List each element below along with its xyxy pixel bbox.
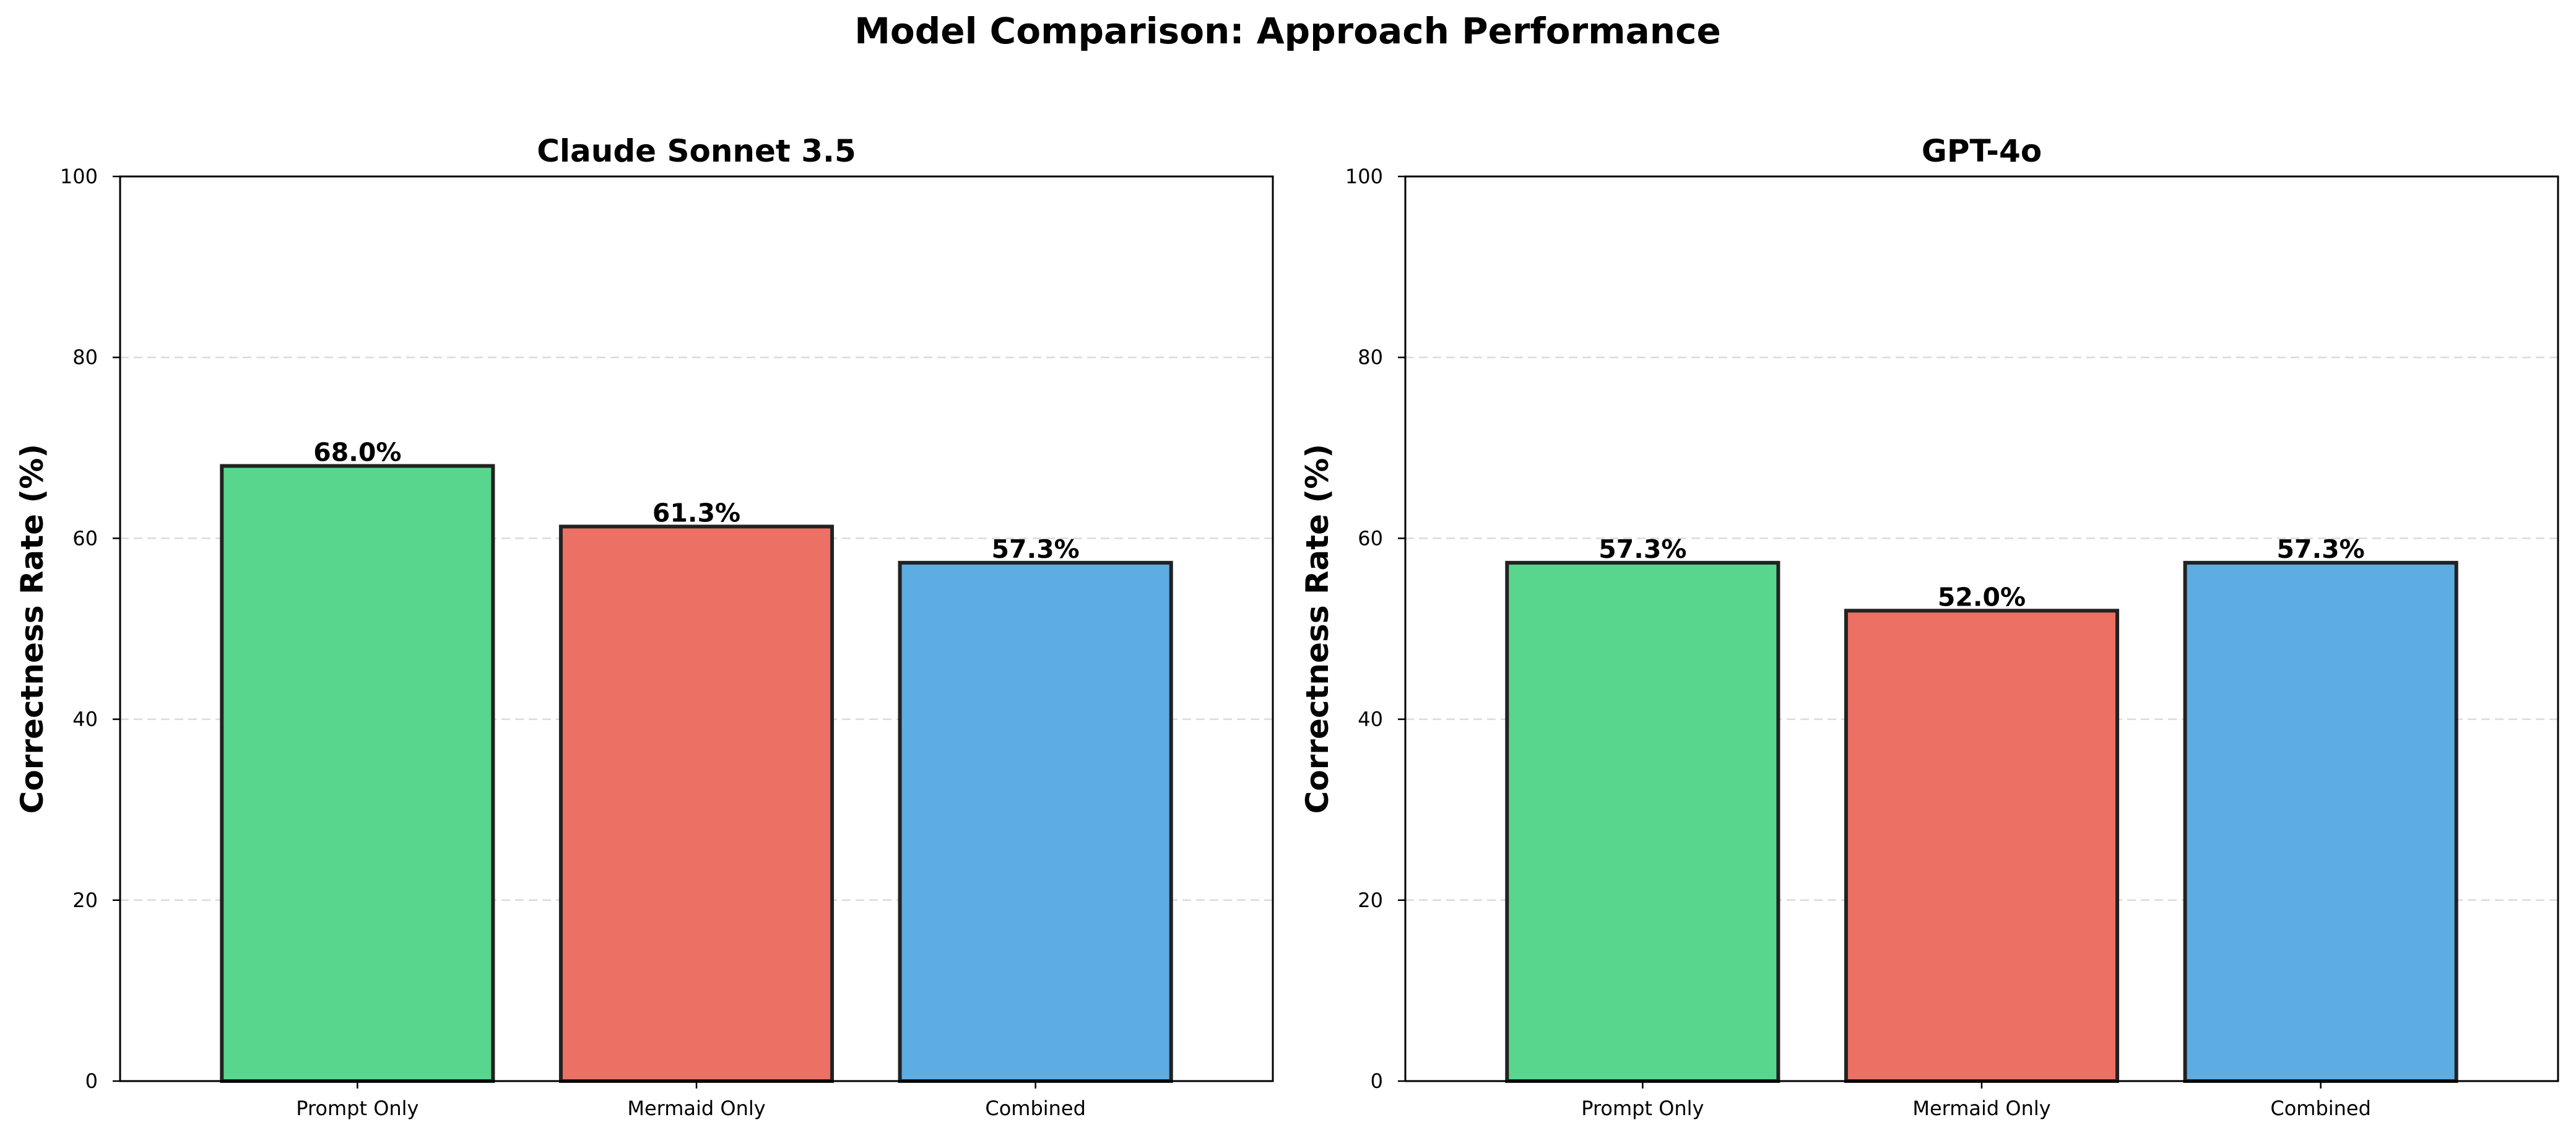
bar-mermaid-only <box>1844 609 2120 1083</box>
axes-frame <box>119 175 1274 1082</box>
x-tick-label: Prompt Only <box>1581 1097 1704 1120</box>
plots: 68.0% Prompt Only 61.3% Mermaid Only 57.3% Co… <box>14 133 2559 1120</box>
axes-title: Claude Sonnet 3.5 <box>537 133 856 169</box>
y-tick-label: 80 <box>72 346 98 369</box>
y-tick-label: 0 <box>85 1069 98 1093</box>
bar-value-label: 61.3% <box>653 498 740 528</box>
chart-panel-2: 57.3% Prompt Only 52.0% Mermaid Only 57.3% Co… <box>1299 133 2559 1120</box>
bar-value-label: 68.0% <box>313 438 401 467</box>
y-tick-label: 0 <box>1371 1069 1383 1093</box>
figure-title: Model Comparison: Approach Performance <box>854 10 1721 52</box>
x-tick-label: Combined <box>985 1097 1086 1120</box>
y-tick-label: 80 <box>1358 346 1383 369</box>
y-tick-label: 20 <box>1358 889 1383 912</box>
x-tick-label: Mermaid Only <box>1912 1097 2050 1120</box>
x-tick-label: Combined <box>2270 1097 2371 1120</box>
bar-combined <box>898 560 1173 1083</box>
bar-value-label: 57.3% <box>2277 534 2365 564</box>
bar-combined <box>2183 560 2458 1083</box>
x-tick-label: Prompt Only <box>296 1097 418 1120</box>
y-axis-label: Correctness Rate (%) <box>14 444 50 814</box>
bar-prompt-only <box>220 464 495 1083</box>
chart-panel-1: 68.0% Prompt Only 61.3% Mermaid Only 57.3% Co… <box>14 133 1274 1120</box>
y-tick-label: 40 <box>72 708 98 731</box>
y-tick-label: 60 <box>72 526 98 550</box>
bar-prompt-only <box>1505 560 1780 1083</box>
y-axis-label: Correctness Rate (%) <box>1299 444 1335 814</box>
bar-mermaid-only <box>558 524 835 1083</box>
axes-title: GPT-4o <box>1922 133 2042 169</box>
y-tick-label: 20 <box>72 889 98 912</box>
y-tick-label: 100 <box>60 165 98 188</box>
bar-value-label: 57.3% <box>992 534 1080 564</box>
y-tick-label: 40 <box>1358 708 1383 731</box>
x-tick-label: Mermaid Only <box>627 1097 765 1120</box>
y-tick-label: 60 <box>1358 526 1383 550</box>
bar-value-label: 57.3% <box>1598 534 1686 564</box>
bar-value-label: 52.0% <box>1938 582 2026 612</box>
axes-frame <box>1404 175 2559 1082</box>
y-tick-label: 100 <box>1345 165 1383 188</box>
